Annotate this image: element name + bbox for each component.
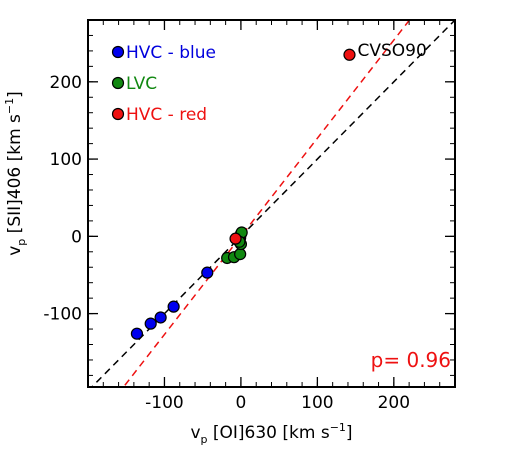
y-tick-label: 100 (50, 150, 82, 170)
legend-label: HVC - red (126, 105, 207, 125)
legend-label: HVC - blue (126, 43, 216, 63)
data-point (154, 311, 167, 324)
x-axis-label-main: [OI]630 [km s (207, 423, 329, 443)
legend-marker (111, 107, 125, 121)
y-tick-label: 200 (50, 73, 82, 93)
y-axis-label-sub: p (15, 239, 28, 246)
legend-marker (111, 45, 125, 59)
data-point (144, 317, 157, 330)
y-axis-label-end: ] (5, 91, 25, 98)
data-point (234, 248, 247, 261)
annotation-label: CVSO90 (357, 41, 426, 61)
data-point (201, 266, 214, 279)
x-axis-label-sup: −1 (330, 421, 346, 434)
y-axis-label-main: [SII]406 [km s (5, 114, 25, 239)
data-point (343, 48, 356, 61)
x-tick-label: 0 (236, 393, 247, 413)
y-axis-label-base: v (5, 246, 25, 256)
legend-label: LVC (126, 74, 157, 94)
plot-frame (87, 19, 456, 388)
fit-line (122, 20, 411, 387)
data-points (130, 48, 356, 340)
x-axis-label-sub: p (201, 433, 208, 446)
x-axis-label-end: ] (346, 423, 353, 443)
x-tick-label: -100 (145, 393, 184, 413)
major-ticks (88, 20, 455, 387)
data-point (130, 327, 144, 340)
data-point (229, 232, 242, 245)
legend: HVC - blue LVC HVC - red (111, 43, 216, 125)
data-point (167, 300, 180, 313)
y-axis-label: vp [SII]406 [km s−1] (3, 91, 28, 256)
legend-marker (111, 76, 125, 90)
correlation-label: p= 0.96 (371, 348, 451, 372)
x-axis-label: vp [OI]630 [km s−1] (190, 421, 352, 446)
y-tick-label: 0 (71, 227, 82, 247)
tick-labels: -100 0 100 200 -100 0 100 200 (43, 73, 410, 413)
x-tick-label: 200 (378, 393, 410, 413)
y-axis-label-sup: −1 (3, 98, 16, 114)
x-tick-label: 100 (301, 393, 333, 413)
y-tick-label: -100 (43, 305, 82, 325)
x-axis-label-base: v (190, 423, 200, 443)
